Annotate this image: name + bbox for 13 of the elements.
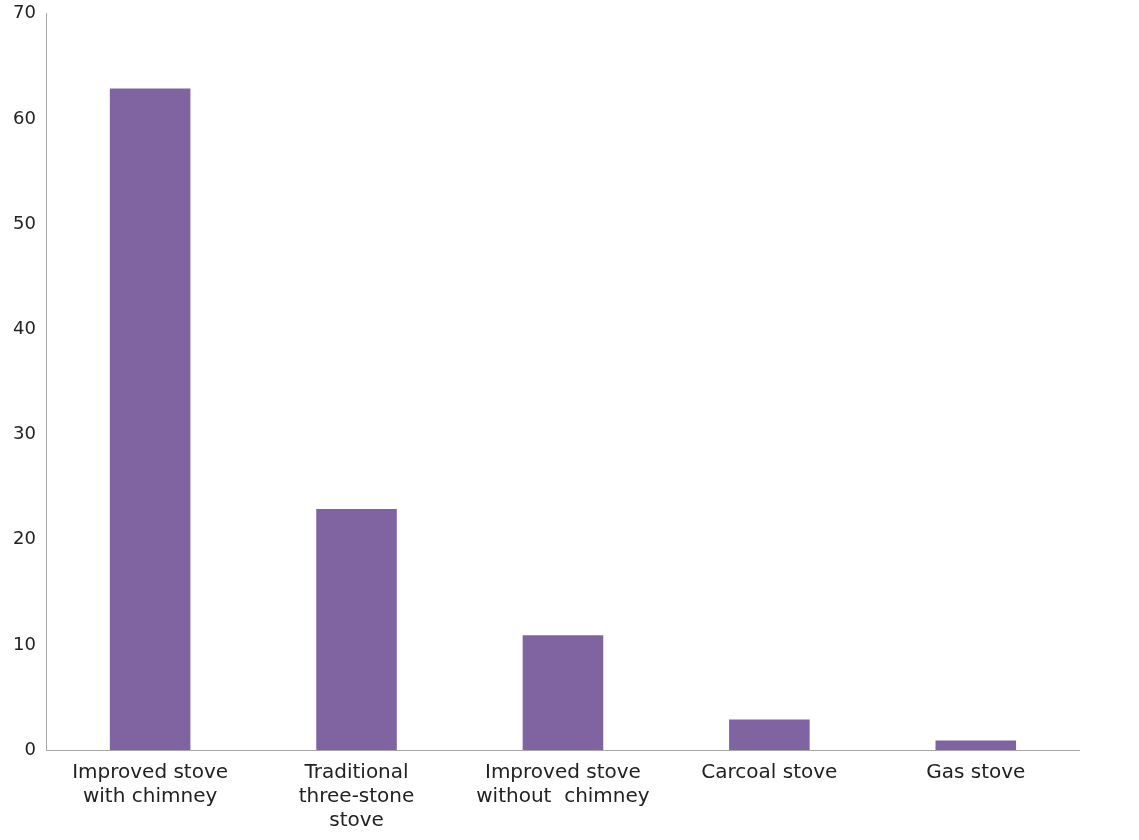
x-tick-label: Gas stove — [926, 759, 1026, 784]
y-tick-label: 30 — [13, 422, 36, 444]
y-tick-label: 50 — [13, 211, 36, 233]
y-tick-label: 40 — [13, 316, 36, 338]
y-tick-label: 0 — [24, 737, 36, 759]
x-tick-label: Carcoal stove — [701, 759, 838, 784]
y-tick-label: 70 — [13, 1, 36, 23]
y-tick-label: 10 — [13, 632, 36, 654]
x-tick-label: Traditional three-stone stove — [298, 759, 415, 832]
y-tick-label: 20 — [13, 527, 36, 549]
y-tick-label: 60 — [13, 106, 36, 128]
x-tick-label: Improved stove without chimney — [476, 759, 650, 808]
x-tick-label: Improved stove with chimney — [72, 759, 229, 808]
